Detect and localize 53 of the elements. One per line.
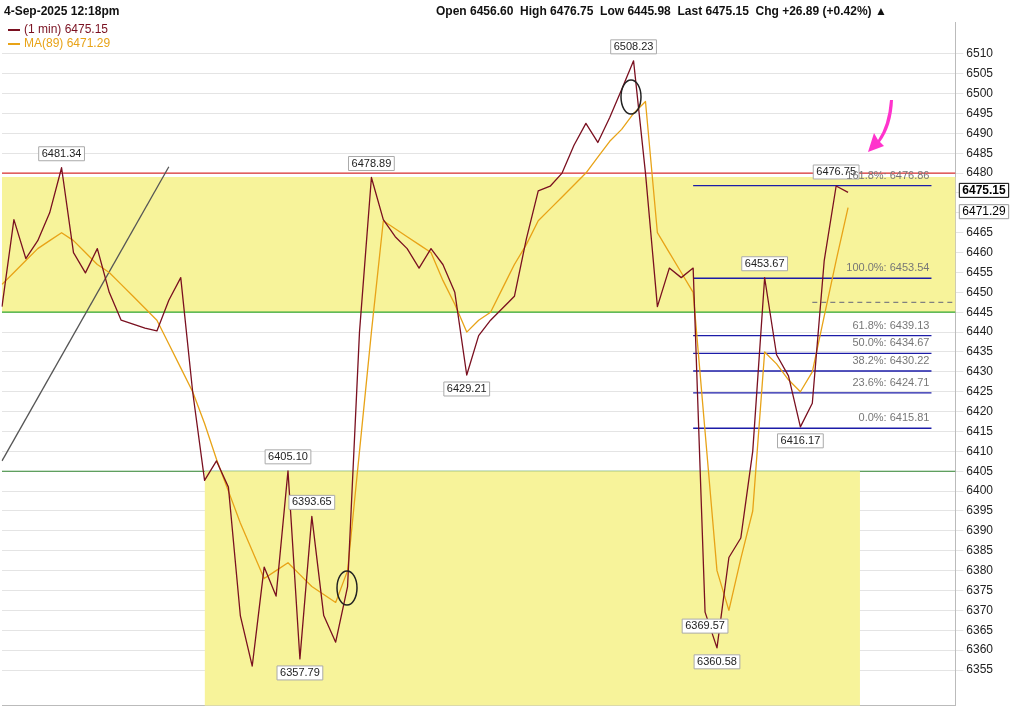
y-tick-label: 6380 [966,562,994,577]
y-tick-label: 6395 [966,503,994,518]
annotation: 6478.89 [351,156,392,169]
annotation: 23.6%: 6424.71 [852,375,930,388]
annotation: 6393.65 [291,495,332,508]
annotation: 6508.23 [613,39,654,52]
annotation: 6481.34 [41,146,82,159]
annotation: 6416.17 [780,433,821,446]
y-tick-label: 6510 [966,46,994,61]
legend-label: MA(89) 6471.29 [23,36,111,50]
annotation: 0.0%: 6415.81 [858,411,930,424]
y-tick-label: 6505 [966,66,994,80]
y-tick-label: 6495 [966,105,994,120]
y-tick-label: 6400 [966,483,994,498]
y-tick-label: 6455 [966,264,994,279]
y-tick-label: 6370 [966,602,994,617]
y-tick-label: 6365 [966,622,994,637]
y-tick-label: 6425 [966,384,994,399]
annotation: 6453.67 [744,256,785,269]
y-tick-label: 6420 [966,403,994,418]
y-tick-label: 6460 [966,244,994,259]
y-tick-label: 6465 [966,225,994,240]
text: 6471.29 [962,204,1007,219]
chart-subtitle: Open 6456.60 High 6476.75 Low 6445.98 Last 6475.15 Chg +26.89 (+0.42%) ▲ [436,4,887,18]
annotation: 6429.21 [446,382,487,395]
y-tick-label: 6440 [966,324,994,339]
chart-title: 4-Sep-2025 12:18pm [4,4,120,18]
annotation: 50.0%: 6434.67 [852,336,930,349]
annotation: 61.8%: 6439.13 [852,318,930,331]
y-tick-label: 6375 [966,582,994,597]
y-tick-label: 6405 [966,463,994,478]
y-tick-label: 6390 [966,523,994,538]
y-tick-label: 6485 [966,145,994,160]
annotation: 6369.57 [685,619,725,632]
y-tick-label: 6415 [966,423,994,438]
y-tick-label: 6435 [966,344,994,359]
y-tick-label: 6445 [966,304,994,319]
legend-label: (1 min) 6475.15 [23,22,110,36]
y-tick-label: 6450 [966,284,994,299]
annotation: 6360.58 [697,654,737,667]
y-tick-label: 6480 [966,165,994,180]
y-tick-label: 6500 [966,85,994,100]
annotation: 38.2%: 6430.22 [852,354,930,367]
y-tick-label: 6490 [966,125,994,140]
annotation: 6357.79 [280,665,320,678]
y-tick-label: 6355 [966,662,994,677]
annotation: 100.0%: 6453.54 [846,261,930,274]
text: 6475.15 [962,182,1007,197]
y-tick-label: 6410 [966,443,994,458]
annotation: 6405.10 [268,449,308,462]
y-tick-label: 6385 [966,543,994,558]
y-tick-label: 6360 [966,642,994,657]
y-tick-label: 6430 [966,364,994,379]
